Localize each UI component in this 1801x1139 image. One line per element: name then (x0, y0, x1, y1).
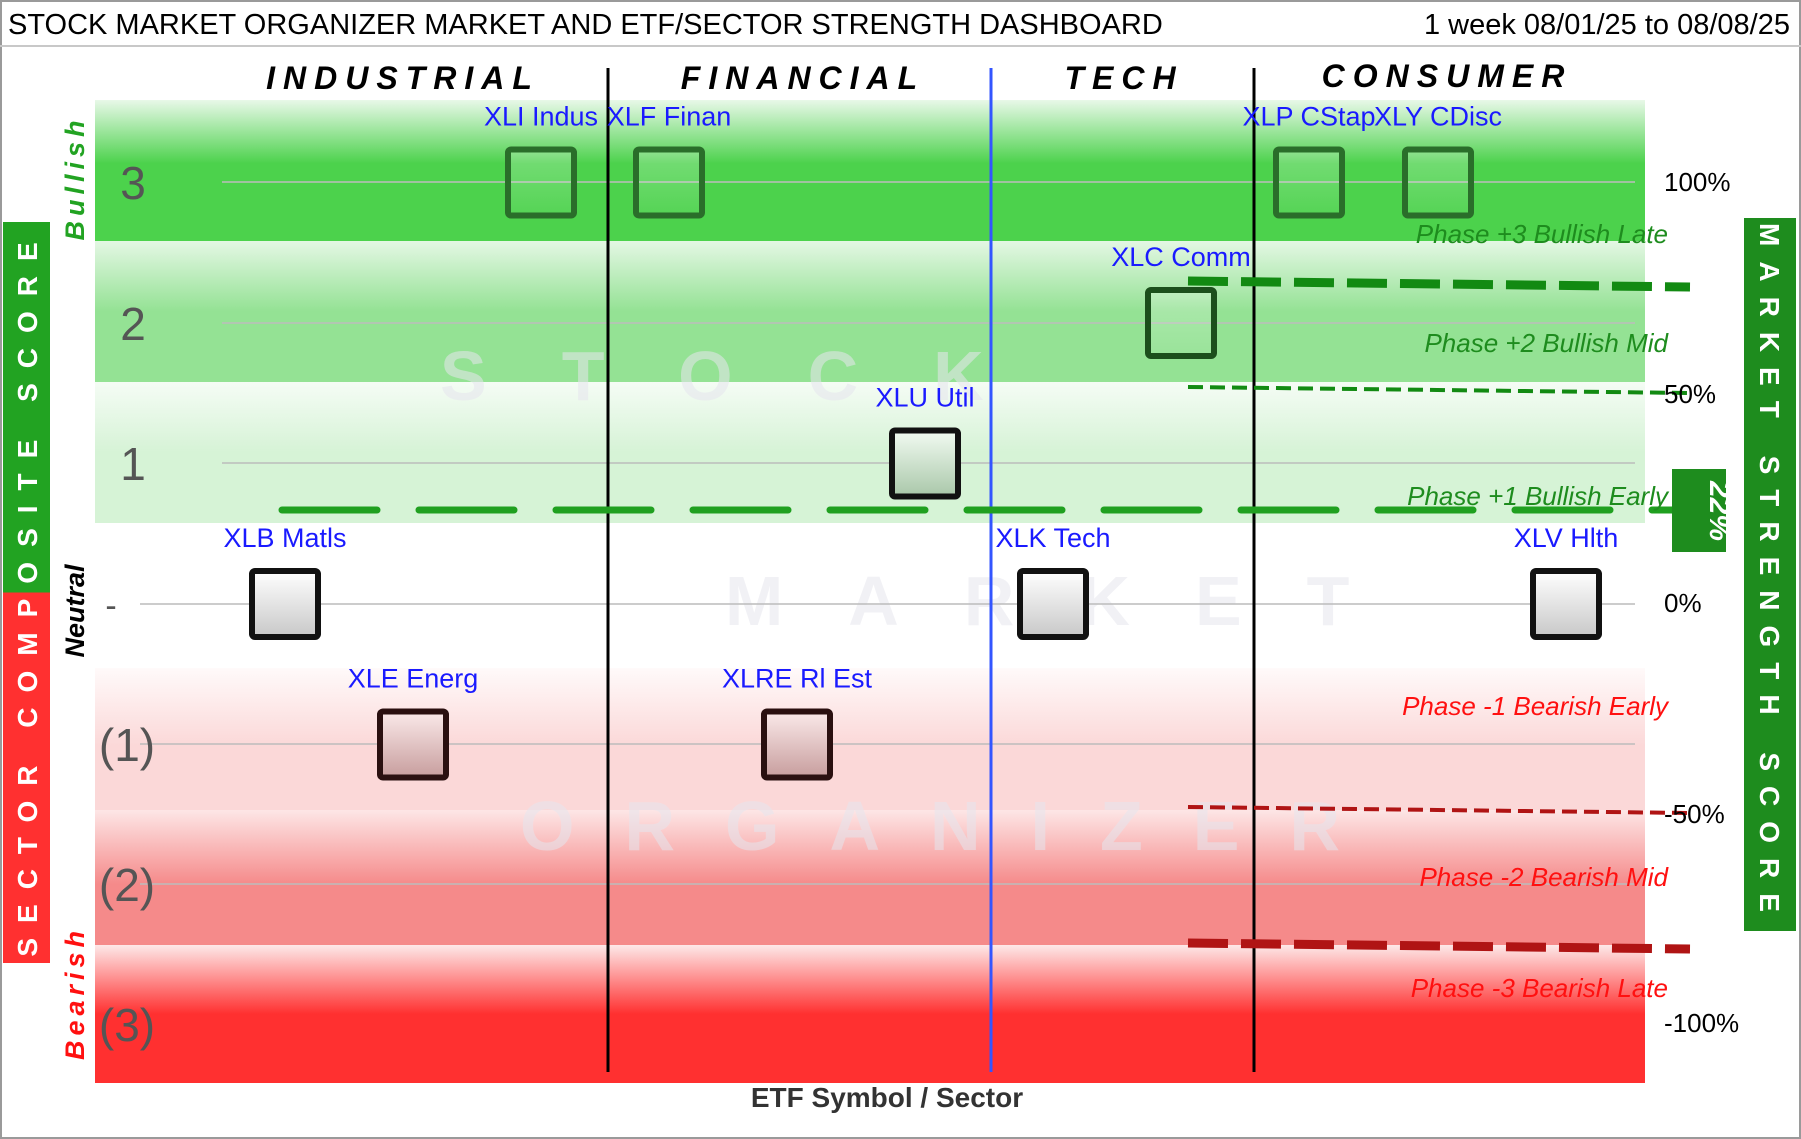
etf-label-xlp: XLP CStap (1242, 102, 1375, 132)
percent-tick-neg50: -50% (1664, 799, 1725, 829)
left-axis-label: SECTOR COMPOSITE SCORE (12, 227, 43, 956)
mood-bearish: Bearish (60, 926, 90, 1060)
score-tick-2: 2 (120, 298, 146, 350)
etf-box-xlu (889, 427, 961, 500)
etf-markers: XLB Matls XLE Energ XLI Indus XLF Finan XLRE… (223, 102, 1619, 781)
etf-box-xlc (1145, 287, 1217, 359)
etf-label-xlu: XLU Util (875, 383, 974, 413)
phase-line-bear-early (1187, 805, 1691, 815)
percent-tick-neg100: -100% (1664, 1008, 1739, 1038)
phase-line-bull-late (1187, 276, 1691, 292)
etf-marker-xlc: XLC Comm (1111, 242, 1251, 359)
etf-marker-xle: XLE Energ (348, 664, 479, 781)
phase-line-bull-mid (1187, 385, 1691, 395)
etf-marker-xlf: XLF Finan (607, 102, 732, 219)
phase-line-bear-mid (1187, 938, 1691, 954)
etf-label-xlre: XLRE Rl Est (722, 664, 873, 694)
percent-tick-50: 50% (1664, 379, 1716, 409)
score-tick-neg3: (3) (99, 999, 155, 1051)
percent-ticks: 100% 50% 0% -50% -100% (1664, 167, 1739, 1038)
percent-tick-0: 0% (1664, 588, 1702, 618)
etf-label-xly: XLY CDisc (1374, 102, 1502, 132)
score-ticks: 3 2 1 - (1) (2) (3) (99, 157, 155, 1051)
sector-dividers (606, 68, 1256, 1072)
phase-label-bear-late: Phase -3 Bearish Late (1411, 973, 1668, 1003)
etf-box-xlf (633, 146, 705, 219)
etf-box-xlre (761, 708, 833, 781)
score-bands (95, 100, 1645, 1083)
etf-marker-xlre: XLRE Rl Est (722, 664, 873, 781)
band-bear-2 (95, 810, 1645, 945)
etf-box-xlv (1530, 568, 1602, 640)
score-tick-3: 3 (120, 157, 146, 209)
etf-marker-xly: XLY CDisc (1374, 102, 1502, 219)
score-tick-0: - (105, 587, 116, 625)
etf-label-xlv: XLV Hlth (1514, 523, 1619, 553)
etf-label-xle: XLE Energ (348, 664, 479, 694)
etf-box-xlp (1273, 146, 1345, 219)
etf-label-xlb: XLB Matls (223, 523, 346, 553)
phase-label-bull-late: Phase +3 Bullish Late (1416, 219, 1668, 249)
sector-financial: FINANCIAL (681, 60, 925, 96)
sector-headers: INDUSTRIAL FINANCIAL TECH CONSUMER (266, 58, 1573, 96)
etf-box-xlk (1017, 568, 1089, 640)
score-tick-neg2: (2) (99, 859, 155, 911)
band-bull-3 (95, 100, 1645, 241)
etf-marker-xlp: XLP CStap (1242, 102, 1376, 219)
phase-label-bull-mid: Phase +2 Bullish Mid (1424, 328, 1669, 358)
period-label: 1 week 08/01/25 to 08/08/25 (1424, 9, 1790, 41)
x-axis-label: ETF Symbol / Sector (751, 1082, 1023, 1113)
score-tick-1: 1 (120, 438, 146, 490)
etf-box-xle (377, 708, 449, 781)
etf-box-xly (1402, 146, 1474, 219)
etf-label-xlc: XLC Comm (1111, 242, 1251, 272)
percent-tick-100: 100% (1664, 167, 1731, 197)
right-axis-panel (1744, 218, 1796, 931)
sector-consumer: CONSUMER (1322, 58, 1573, 94)
band-bear-3 (95, 945, 1645, 1083)
chart-title: STOCK MARKET ORGANIZER MARKET AND ETF/SE… (8, 9, 1163, 41)
watermark-line-3: ORGANIZER (520, 787, 1390, 865)
band-bull-1 (95, 382, 1645, 523)
etf-marker-xlv: XLV Hlth (1514, 523, 1619, 640)
right-axis-label: MARKET STRENGTH SCORE (1754, 223, 1785, 927)
etf-marker-xlu: XLU Util (875, 383, 975, 500)
etf-box-xlb (249, 568, 321, 640)
sector-industrial: INDUSTRIAL (266, 60, 540, 96)
etf-label-xlk: XLK Tech (995, 523, 1110, 553)
etf-marker-xlk: XLK Tech (995, 523, 1111, 640)
market-strength-badge (1672, 469, 1726, 552)
etf-label-xlf: XLF Finan (607, 102, 732, 132)
etf-marker-xli: XLI Indus (484, 102, 598, 219)
market-strength-value: 22% (1703, 480, 1736, 541)
etf-marker-xlb: XLB Matls (223, 523, 347, 640)
score-tick-neg1: (1) (99, 719, 155, 771)
mood-bullish: Bullish (60, 115, 90, 240)
watermark-line-1: STOCK (440, 337, 1059, 415)
phase-label-bear-mid: Phase -2 Bearish Mid (1419, 862, 1669, 892)
band-bull-2 (95, 241, 1645, 382)
watermark: STOCK MARKET ORGANIZER (440, 337, 1390, 865)
etf-box-xli (505, 146, 577, 219)
phase-labels: Phase +3 Bullish Late Phase +2 Bullish M… (1402, 219, 1670, 1003)
mood-neutral: Neutral (60, 564, 90, 658)
etf-label-xli: XLI Indus (484, 102, 598, 132)
sector-tech: TECH (1064, 60, 1183, 96)
band-bear-1 (95, 668, 1645, 810)
phase-lines (278, 276, 1694, 954)
phase-label-bull-early: Phase +1 Bullish Early (1407, 481, 1670, 511)
left-axis-panel (3, 222, 50, 963)
phase-label-bear-early: Phase -1 Bearish Early (1402, 691, 1670, 721)
